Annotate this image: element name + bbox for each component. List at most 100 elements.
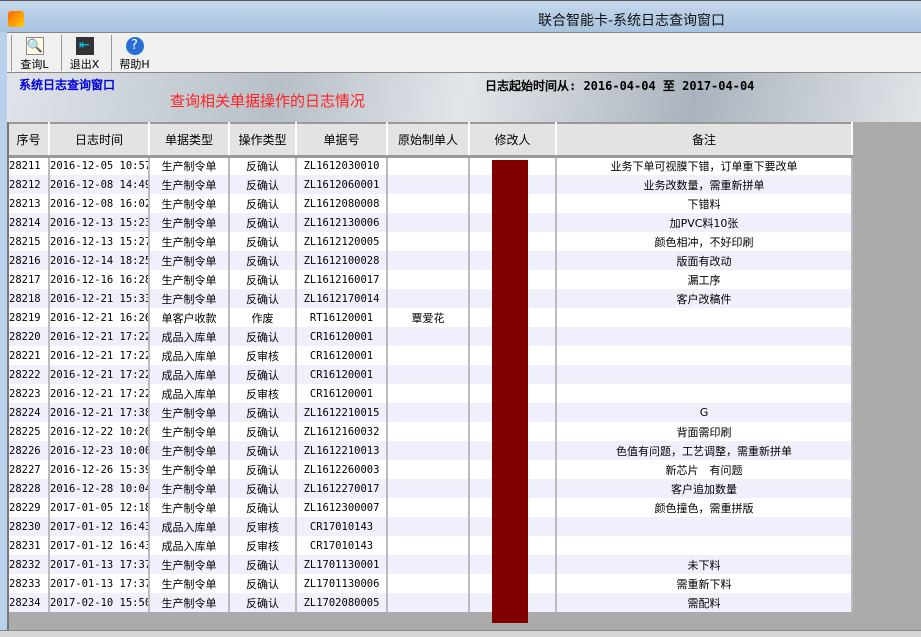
table-row[interactable]: 28211 2016-12-05 10:57 生产制令单 反确认 ZL161203001… [9,156,853,175]
table-cell: 2017-02-10 15:50 [49,593,150,612]
table-cell: 反审核 [229,384,297,403]
table-cell: 反确认 [229,213,297,232]
table-cell [387,403,470,422]
table-cell: 28228 [9,479,50,498]
table-cell [556,308,853,327]
log-grid[interactable]: 序号 日志时间 单据类型 操作类型 单据号 原始制单人 修改人 备注 28211 2016-12… [7,122,921,630]
table-row[interactable]: 28229 2017-01-05 12:18 生产制令单 反确认 ZL161230000… [9,498,853,517]
table-row[interactable]: 28223 2016-12-21 17:22 成品入库单 反审核 CR16120001 [9,384,853,403]
table-cell: 28231 [9,536,50,555]
table-cell: CR16120001 [296,346,388,365]
log-table: 序号 日志时间 单据类型 操作类型 单据号 原始制单人 修改人 备注 28211 2016-12… [9,122,853,612]
table-cell: 生产制令单 [149,460,230,479]
table-cell: 2016-12-21 17:22 [49,384,150,403]
table-row[interactable]: 28215 2016-12-13 15:27 生产制令单 反确认 ZL161212000… [9,232,853,251]
table-cell: ZL1612210015 [296,403,388,422]
table-row[interactable]: 28220 2016-12-21 17:22 成品入库单 反确认 CR16120001 [9,327,853,346]
table-cell: 生产制令单 [149,422,230,441]
table-cell: 2016-12-05 10:57 [49,156,150,175]
table-cell: 反审核 [229,536,297,555]
table-cell [387,460,470,479]
exit-button[interactable]: ⇤ 退出X [61,35,107,71]
column-header[interactable]: 单据号 [296,122,388,158]
table-cell: 生产制令单 [149,232,230,251]
table-row[interactable]: 28222 2016-12-21 17:22 成品入库单 反确认 CR16120001 [9,365,853,384]
table-row[interactable]: 28225 2016-12-22 10:20 生产制令单 反确认 ZL161216003… [9,422,853,441]
redaction-block [492,160,528,623]
status-strip [0,630,921,637]
table-cell: 客户追加数量 [556,479,853,498]
table-row[interactable]: 28219 2016-12-21 16:26 单客户收款 作废 RT16120001 覃爱… [9,308,853,327]
table-row[interactable]: 28212 2016-12-08 14:49 生产制令单 反确认 ZL161206000… [9,175,853,194]
table-cell: 反确认 [229,403,297,422]
table-cell: 反确认 [229,365,297,384]
table-row[interactable]: 28216 2016-12-14 18:25 生产制令单 反确认 ZL161210002… [9,251,853,270]
table-row[interactable]: 28230 2017-01-12 16:43 成品入库单 反审核 CR17010143 [9,517,853,536]
column-header[interactable]: 单据类型 [149,122,230,158]
window-title: 联合智能卡-系统日志查询窗口 [538,13,726,29]
table-cell: 2017-01-05 12:18 [49,498,150,517]
table-cell: 生产制令单 [149,270,230,289]
table-cell: ZL1612030010 [296,156,388,175]
table-row[interactable]: 28221 2016-12-21 17:22 成品入库单 反审核 CR16120001 [9,346,853,365]
column-header[interactable]: 修改人 [469,122,557,158]
table-cell [387,384,470,403]
table-cell: 28221 [9,346,50,365]
table-row[interactable]: 28234 2017-02-10 15:50 生产制令单 反确认 ZL170208000… [9,593,853,612]
table-cell: 客户改稿件 [556,289,853,308]
table-row[interactable]: 28213 2016-12-08 16:02 生产制令单 反确认 ZL161208000… [9,194,853,213]
table-row[interactable]: 28224 2016-12-21 17:38 生产制令单 反确认 ZL161221001… [9,403,853,422]
table-cell: ZL1612300007 [296,498,388,517]
table-cell [387,517,470,536]
table-cell: 28223 [9,384,50,403]
table-cell: 2016-12-23 10:00 [49,441,150,460]
table-cell: 反确认 [229,593,297,612]
table-cell [556,365,853,384]
column-header[interactable]: 原始制单人 [387,122,470,158]
table-cell [387,498,470,517]
query-button[interactable]: 🔍 查询L [11,35,57,71]
table-cell: 2017-01-12 16:43 [49,536,150,555]
exit-door-icon: ⇤ [75,37,94,55]
table-row[interactable]: 28226 2016-12-23 10:00 生产制令单 反确认 ZL161221001… [9,441,853,460]
table-cell: 覃爱花 [387,308,470,327]
table-cell [556,517,853,536]
table-row[interactable]: 28214 2016-12-13 15:23 生产制令单 反确认 ZL161213000… [9,213,853,232]
table-cell: 2016-12-22 10:20 [49,422,150,441]
column-header[interactable]: 操作类型 [229,122,297,158]
table-cell: 28214 [9,213,50,232]
table-header: 序号 日志时间 单据类型 操作类型 单据号 原始制单人 修改人 备注 [9,122,853,158]
table-row[interactable]: 28232 2017-01-13 17:37 生产制令单 反确认 ZL170113000… [9,555,853,574]
column-header[interactable]: 备注 [556,122,853,158]
table-cell: 色值有问题，工艺调整，需重新拼单 [556,441,853,460]
banner: 系统日志查询窗口 查询相关单据操作的日志情况 日志起始时间从: 2016-04-… [7,73,921,122]
table-cell [387,251,470,270]
table-cell: 28218 [9,289,50,308]
table-row[interactable]: 28228 2016-12-28 10:04 生产制令单 反确认 ZL161227001… [9,479,853,498]
table-cell: 生产制令单 [149,574,230,593]
table-cell [387,479,470,498]
table-cell [387,213,470,232]
table-row[interactable]: 28227 2016-12-26 15:39 生产制令单 反确认 ZL161226000… [9,460,853,479]
table-row[interactable]: 28217 2016-12-16 16:28 生产制令单 反确认 ZL161216001… [9,270,853,289]
table-cell: 28219 [9,308,50,327]
table-cell: 2016-12-13 15:23 [49,213,150,232]
table-cell: 反确认 [229,156,297,175]
table-cell: 28229 [9,498,50,517]
banner-subtitle: 查询相关单据操作的日志情况 [170,92,366,110]
column-header[interactable]: 日志时间 [49,122,150,158]
column-header[interactable]: 序号 [9,122,50,158]
table-row[interactable]: 28218 2016-12-21 15:33 生产制令单 反确认 ZL161217001… [9,289,853,308]
table-cell: 2016-12-21 17:22 [49,327,150,346]
table-row[interactable]: 28233 2017-01-13 17:37 生产制令单 反确认 ZL170113000… [9,574,853,593]
help-button[interactable]: ? 帮助H [111,35,157,71]
table-cell [387,194,470,213]
table-cell: CR16120001 [296,365,388,384]
table-row[interactable]: 28231 2017-01-12 16:43 成品入库单 反审核 CR17010143 [9,536,853,555]
table-cell: 反审核 [229,346,297,365]
app-flame-icon [8,11,24,27]
table-cell: 28216 [9,251,50,270]
table-cell: 生产制令单 [149,289,230,308]
table-cell: 2016-12-13 15:27 [49,232,150,251]
table-cell: 业务改数量，需重新拼单 [556,175,853,194]
